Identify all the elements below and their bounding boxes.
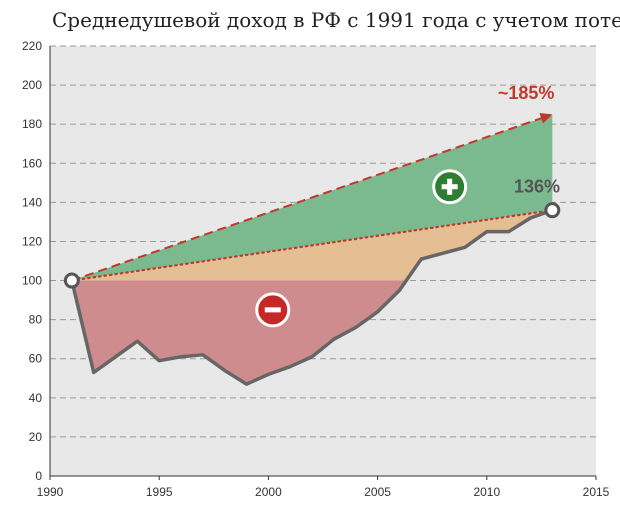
axes xyxy=(49,46,597,480)
y-tick-label: 0 xyxy=(35,469,42,483)
annotation-actual-end: 136% xyxy=(514,177,560,197)
x-tick-label: 2010 xyxy=(473,485,500,499)
y-tick-label: 160 xyxy=(22,156,42,170)
loss-region xyxy=(71,280,407,385)
annotation-upper: ~185% xyxy=(498,83,555,103)
x-tick-label: 2005 xyxy=(364,485,391,499)
y-tick-label: 140 xyxy=(22,195,42,209)
annotations: ~185% 136% xyxy=(498,83,560,197)
markers xyxy=(63,169,561,328)
x-tick-label: 2000 xyxy=(255,485,282,499)
y-tick-label: 40 xyxy=(29,391,43,405)
end-point-marker xyxy=(544,202,561,219)
minus-icon-bar xyxy=(264,307,281,313)
y-tick-label: 200 xyxy=(22,78,42,92)
plus-icon-bar xyxy=(447,178,453,195)
chart-title: Среднедушевой доход в РФ с 1991 года с у… xyxy=(52,8,620,32)
x-tick-label: 2015 xyxy=(583,485,610,499)
arrow-head xyxy=(539,112,553,124)
x-tick-label: 1990 xyxy=(37,485,64,499)
tick-labels: 0 20 40 60 80 100 120 140 160 180 200 220 1990 1995 20… xyxy=(22,39,610,499)
y-tick-label: 60 xyxy=(29,352,43,366)
y-tick-label: 120 xyxy=(22,234,42,248)
actual-income-line xyxy=(70,208,553,386)
start-point-marker xyxy=(63,272,80,289)
y-tick-label: 220 xyxy=(22,39,42,53)
y-tick-label: 180 xyxy=(22,117,42,131)
trend-dotted-line xyxy=(70,209,554,282)
x-tick-label: 1995 xyxy=(146,485,173,499)
series-lines xyxy=(70,112,554,386)
y-tick-label: 80 xyxy=(29,313,43,327)
y-tick-label: 20 xyxy=(29,430,43,444)
y-tick-label: 100 xyxy=(22,274,42,288)
